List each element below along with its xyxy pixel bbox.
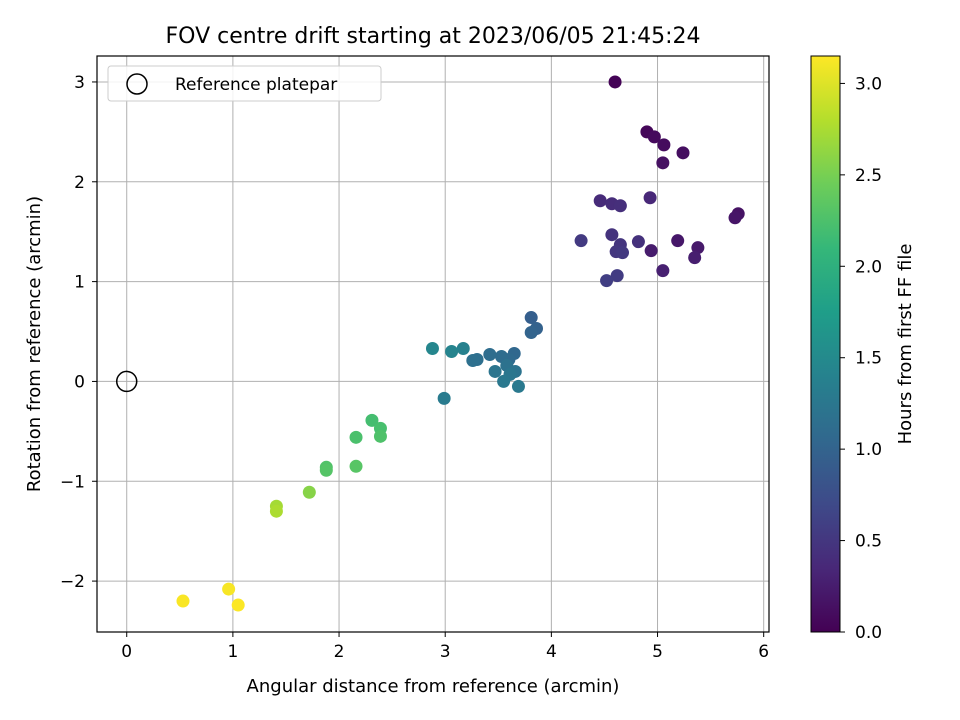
y-tick-label: 2 [74, 173, 85, 193]
data-point [676, 146, 690, 160]
data-point [605, 228, 619, 242]
data-point [644, 244, 658, 258]
data-point [524, 311, 538, 325]
data-point [511, 379, 525, 393]
data-point [728, 211, 742, 225]
data-point [600, 274, 614, 288]
colorbar-tick-label: 1.5 [855, 349, 882, 369]
data-point [691, 241, 705, 255]
data-point [615, 246, 629, 260]
data-point [349, 430, 363, 444]
reference-platepar-marker [115, 370, 138, 393]
colorbar-ticks: 0.0 0.5 1.0 1.5 2.0 2.5 3.0 [840, 74, 882, 643]
y-tick-label: −2 [60, 572, 85, 592]
colorbar-tick-label: 2.0 [855, 257, 882, 277]
data-point [613, 199, 627, 213]
legend-marker-icon [126, 73, 148, 95]
data-point [319, 463, 333, 477]
data-point [445, 344, 459, 358]
x-tick-label: 4 [546, 642, 557, 662]
data-point [269, 504, 283, 518]
data-point [365, 413, 379, 427]
data-point [688, 251, 702, 265]
data-point [608, 75, 622, 89]
data-point [593, 194, 607, 208]
data-point [176, 594, 190, 608]
y-tick-label: 3 [74, 73, 85, 93]
colorbar-tick-label: 3.0 [855, 74, 882, 94]
data-point [349, 459, 363, 473]
y-tick-label: −1 [60, 472, 85, 492]
data-point [647, 130, 661, 144]
data-point [524, 326, 538, 340]
colorbar: 0.0 0.5 1.0 1.5 2.0 2.5 3.0 Hours from first F… [810, 55, 916, 643]
x-tick-label: 6 [758, 642, 769, 662]
data-point [437, 391, 451, 405]
data-point [373, 429, 387, 443]
legend-box [107, 65, 382, 102]
y-tick-label: 0 [74, 372, 85, 392]
x-tick-label: 1 [227, 642, 238, 662]
colorbar-tick-label: 2.5 [855, 166, 882, 186]
grid [97, 56, 769, 632]
y-axis-label: Rotation from reference (arcmin) [24, 196, 45, 492]
data-point [456, 341, 470, 355]
x-tick-label: 5 [652, 642, 663, 662]
data-point [222, 582, 236, 596]
data-point [497, 374, 511, 388]
legend: Reference platepar [107, 65, 382, 102]
data-point [231, 598, 245, 612]
data-point [574, 234, 588, 248]
y-tick-label: 1 [74, 273, 85, 293]
data-point [483, 347, 497, 361]
data-point [656, 156, 670, 170]
x-axis-label: Angular distance from reference (arcmin) [247, 676, 620, 697]
plot-frame [96, 55, 770, 633]
x-tick-label: 0 [121, 642, 132, 662]
x-axis-ticks: 0 1 2 3 4 5 6 [121, 632, 769, 662]
data-point [671, 234, 685, 248]
data-point [425, 341, 439, 355]
data-point [466, 353, 480, 367]
legend-entry: Reference platepar [175, 75, 337, 95]
colorbar-gradient [810, 55, 841, 633]
colorbar-tick-label: 1.0 [855, 440, 882, 460]
data-point [631, 235, 645, 249]
y-axis-ticks: −2 −1 0 1 2 3 [60, 73, 97, 592]
data-point [610, 269, 624, 283]
colorbar-label: Hours from first FF file [895, 244, 916, 445]
data-point [643, 191, 657, 205]
x-tick-label: 2 [334, 642, 345, 662]
data-points [176, 75, 745, 612]
colorbar-tick-label: 0.0 [855, 623, 882, 643]
data-point [656, 264, 670, 278]
data-point [488, 364, 502, 378]
x-tick-label: 3 [440, 642, 451, 662]
data-point [657, 138, 671, 152]
colorbar-tick-label: 0.5 [855, 532, 882, 552]
chart-title: FOV centre drift starting at 2023/06/05 … [166, 24, 701, 49]
data-point [302, 485, 316, 499]
